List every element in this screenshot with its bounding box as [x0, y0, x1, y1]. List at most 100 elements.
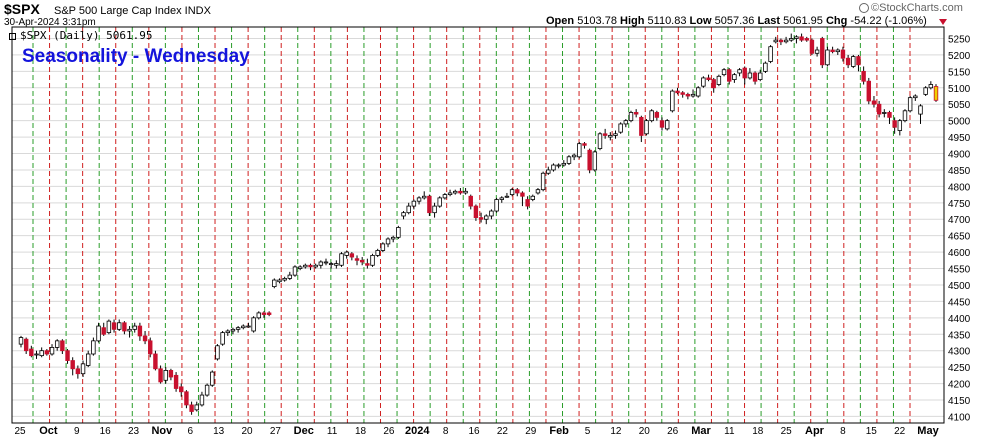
wednesday-lines	[32, 27, 911, 423]
candle-body	[602, 133, 608, 136]
candle-body	[628, 112, 634, 122]
x-tick-label: 25	[781, 426, 793, 437]
candle-body	[484, 215, 489, 220]
candle-body	[670, 90, 675, 112]
candle-body	[907, 97, 913, 112]
candle-body	[416, 197, 422, 202]
candle-body	[918, 105, 923, 115]
candle-body	[876, 103, 882, 115]
candle-body	[851, 56, 856, 67]
open-value: 5103.78	[577, 15, 617, 27]
candle-body	[251, 317, 256, 332]
candle-body	[664, 120, 670, 130]
candle-body	[142, 335, 148, 342]
candle-body	[184, 391, 189, 406]
x-tick-label: 16	[100, 426, 112, 437]
candle-body	[778, 39, 784, 43]
candle-body	[266, 312, 272, 315]
candle-body	[148, 340, 153, 355]
candle-body	[65, 350, 70, 361]
candle-body	[463, 190, 468, 194]
candle-body	[913, 95, 918, 99]
candle-body	[845, 57, 851, 66]
candle-body	[189, 404, 194, 412]
x-tick-label: 26	[667, 426, 679, 437]
candle-body	[54, 340, 60, 348]
candle-body	[571, 154, 577, 158]
candle-body	[406, 205, 411, 214]
low-value: 5057.36	[714, 15, 755, 27]
candle-body	[814, 49, 820, 54]
low-label: Low	[689, 15, 712, 27]
candle-body	[494, 199, 499, 212]
x-tick-label: 23	[128, 426, 140, 437]
candle-body	[747, 72, 753, 79]
candle-body	[582, 143, 587, 146]
y-tick-label: 4200	[948, 380, 971, 391]
high-label: High	[620, 15, 645, 27]
candle-body	[287, 274, 293, 279]
candle-body	[168, 370, 174, 378]
y-tick-label: 4850	[948, 166, 971, 177]
candle-body	[897, 120, 903, 131]
candle-body	[566, 156, 572, 164]
chart-date: 30-Apr-2024 3:31pm	[4, 17, 96, 28]
candle-body	[328, 263, 334, 266]
candle-body	[173, 374, 179, 389]
candle-body	[675, 90, 680, 94]
instrument-name: S&P 500 Large Cap Index INDX	[54, 5, 211, 17]
candle-body	[742, 67, 747, 79]
candle-body	[91, 340, 96, 355]
candle-body	[540, 172, 546, 191]
candle-body	[861, 70, 866, 82]
candle-body	[556, 164, 561, 167]
candle-body	[323, 261, 329, 264]
candle-body	[794, 36, 799, 39]
candle-body	[447, 192, 453, 196]
candle-body	[509, 189, 515, 196]
candle-body	[752, 72, 758, 82]
x-tick-label: 26	[383, 426, 395, 437]
candle-body	[721, 69, 727, 76]
y-tick-label: 4400	[948, 314, 971, 325]
last-value: 5061.95	[783, 15, 823, 27]
candle-body	[194, 404, 199, 411]
x-tick-label: 18	[355, 426, 367, 437]
candle-body	[690, 93, 696, 97]
x-tick-label: Nov	[151, 425, 173, 437]
candle-body	[830, 49, 835, 53]
candle-body	[163, 370, 168, 381]
candle-body	[633, 112, 639, 115]
x-tick-label: 12	[610, 426, 622, 437]
candle-body	[34, 353, 39, 356]
candle-body	[339, 253, 344, 266]
y-tick-label: 5000	[948, 117, 971, 128]
legend: $SPX (Daily) 5061.95	[20, 29, 153, 42]
candle-body	[644, 120, 649, 135]
candle-body	[453, 190, 458, 194]
candle-body	[137, 325, 143, 337]
x-tick-label: Apr	[805, 425, 825, 437]
chg-label: Chg	[825, 15, 848, 27]
candle-body	[303, 264, 308, 268]
x-tick-label: 9	[74, 426, 80, 437]
candle-body	[256, 312, 262, 319]
candle-body	[432, 205, 437, 214]
candle-body	[820, 38, 825, 66]
high-value: 5110.83	[647, 15, 687, 27]
candle-body	[427, 195, 432, 214]
chart-title: Seasonality - Wednesday	[22, 46, 250, 67]
x-tick-label: 13	[213, 426, 225, 437]
candle-body	[866, 80, 872, 102]
candle-body	[158, 368, 163, 383]
candle-body	[520, 192, 525, 197]
candle-body	[623, 120, 629, 125]
y-tick-label: 5200	[948, 51, 971, 62]
candle-body	[85, 353, 91, 366]
candle-body	[763, 62, 768, 72]
y-tick-label: 4600	[948, 248, 971, 259]
candle-body	[597, 133, 603, 149]
candle-body	[535, 189, 541, 194]
x-tick-label: Oct	[39, 425, 58, 437]
candle-body	[318, 261, 324, 266]
